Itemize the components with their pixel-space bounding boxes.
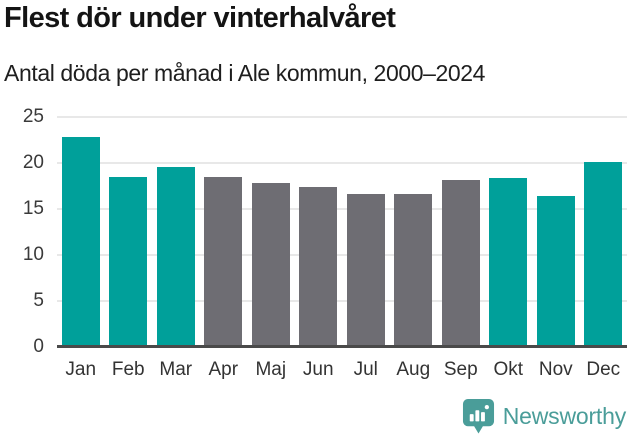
bar-aug [394,194,433,347]
bar-slot-jun [295,117,343,347]
y-tick-label-25: 25 [22,106,44,127]
gridline-15 [57,208,627,210]
bar-jan [61,137,100,347]
bar-slot-nov [532,117,580,347]
bar-slot-sep [437,117,485,347]
y-tick-label-10: 10 [22,244,44,265]
gridline-5 [57,300,627,302]
y-tick-label-0: 0 [33,336,44,357]
bar-slot-maj [247,117,295,347]
brand-name: Newsworthy [502,403,626,429]
bar-apr [204,176,243,347]
brand-footer: Newsworthy [462,398,626,435]
bar-slot-jan [57,117,105,347]
bar-slot-mar [152,117,200,347]
bar-jun [299,186,338,347]
gridline-20 [57,162,627,164]
bar-maj [251,183,290,347]
y-axis-labels: 0 5 10 15 20 25 [0,106,44,357]
x-tick-label-nov: Nov [538,359,573,380]
bar-dec [584,162,623,347]
bar-mar [156,166,195,347]
y-tick-label-5: 5 [33,290,44,311]
bar-slot-apr [200,117,248,347]
y-tick-label-15: 15 [22,198,44,219]
bar-slot-jul [342,117,390,347]
bar-sep [441,180,480,347]
x-tick-label-feb: Feb [111,359,145,380]
bar-slot-feb [105,117,153,347]
bar-slot-aug [390,117,438,347]
chart-title: Flest dör under vinterhalvåret [4,2,396,34]
x-tick-label-sep: Sep [443,359,478,380]
x-tick-label-aug: Aug [396,359,431,380]
bar-slot-okt [485,117,533,347]
gridline-25 [57,116,627,118]
x-tick-label-apr: Apr [208,359,239,380]
bar-jul [346,194,385,347]
gridline-10 [57,254,627,256]
x-tick-label-jan: Jan [65,359,97,380]
bar-slot-dec [580,117,628,347]
x-tick-label-maj: Maj [255,359,287,380]
bar-feb [109,176,148,347]
plot-area [57,116,627,348]
bar-okt [489,177,528,347]
bar-series [57,117,627,347]
x-tick-label-okt: Okt [493,359,524,380]
x-axis-labels: Jan Feb Mar Apr Maj Jun Jul Aug Sep Okt Nov Dec [57,357,627,383]
y-tick-label-20: 20 [22,152,44,173]
x-tick-label-jul: Jul [353,359,378,380]
chart-subtitle: Antal döda per månad i Ale kommun, 2000–… [4,60,486,86]
x-tick-label-jun: Jun [302,359,334,380]
x-tick-label-mar: Mar [159,359,193,380]
bar-nov [536,196,575,347]
x-axis-line [57,345,627,348]
newsworthy-logo-icon [462,399,494,434]
x-tick-label-dec: Dec [586,359,621,380]
